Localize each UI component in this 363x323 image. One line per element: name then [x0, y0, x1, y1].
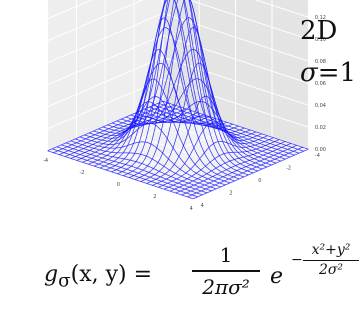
sigma-value: =1 — [317, 58, 357, 88]
surface-mesh-line — [163, 139, 280, 190]
surface-mesh-line — [187, 146, 303, 198]
surface-mesh-line — [175, 143, 292, 194]
z-tick-label: 0.08 — [315, 59, 326, 65]
surface-mesh-line — [84, 96, 231, 184]
surface-mesh-line — [98, 0, 245, 178]
surface-mesh-line — [93, 27, 240, 180]
formula-numerator: 1 — [219, 243, 233, 267]
pane-gridline — [105, 125, 251, 175]
surface-mesh-line — [128, 0, 245, 178]
formula-args: (x, y) = — [70, 262, 153, 287]
surface-mesh-line — [153, 104, 300, 154]
surface-mesh-line — [116, 17, 263, 170]
gaussian-formula: gσ(x, y) = 1 2πσ² e − x²+y² 2σ² — [44, 240, 359, 320]
pane-gridline — [47, 12, 163, 64]
z-tick-label: 0.10 — [315, 37, 326, 43]
z-tick-label: 0.12 — [315, 15, 326, 21]
surface-mesh-line — [99, 49, 216, 169]
surface-mesh-line — [146, 95, 262, 184]
pane-gridline — [47, 78, 163, 130]
pane-gridline — [47, 0, 93, 20]
surface-mesh-line — [47, 100, 163, 152]
surface-mesh-line — [107, 0, 254, 174]
surface-mesh-line — [111, 0, 258, 172]
y-tick-label: -2 — [286, 166, 291, 172]
sigma-label: σ=1 — [300, 60, 356, 86]
surface-mesh-line — [111, 0, 228, 173]
pane-gridline — [47, 56, 163, 108]
dimension-label: 2D — [300, 16, 338, 46]
formula-exp-base: e — [270, 264, 284, 289]
z-tick-label: 0.04 — [315, 103, 326, 109]
surface-mesh-line — [193, 148, 309, 200]
formula-g: g — [44, 262, 59, 287]
formula-exp-bar — [303, 260, 359, 261]
surface-mesh-line — [75, 138, 221, 188]
formula-fraction-bar — [192, 270, 260, 272]
sigma-symbol: σ — [300, 58, 318, 88]
surface-mesh-line — [59, 104, 175, 155]
surface-mesh-line — [152, 122, 268, 186]
surface-mesh-line — [52, 148, 198, 198]
y-tick-label: 4 — [201, 203, 204, 209]
pane-gridline — [187, 0, 309, 40]
surface-mesh-line — [140, 62, 257, 182]
y-tick-label: -4 — [315, 153, 320, 159]
x-tick-label: 4 — [190, 206, 193, 212]
pane-gridline — [47, 0, 144, 42]
surface-mesh-line — [130, 101, 277, 164]
x-tick-label: -4 — [43, 158, 48, 164]
y-tick-label: 0 — [258, 178, 261, 184]
surface-mesh-line — [181, 145, 297, 196]
formula-fraction: 1 2πσ² — [192, 242, 260, 300]
surface-mesh-line — [47, 150, 194, 200]
pane-gridline — [47, 34, 163, 86]
x-tick-label: 0 — [117, 182, 120, 188]
y-tick-label: 2 — [229, 190, 232, 196]
surface-mesh-line — [158, 137, 274, 188]
surface-mesh-line — [88, 62, 235, 182]
z-tick-label: 0.06 — [315, 81, 326, 87]
formula-exp-sign: − — [291, 252, 303, 268]
surface-mesh-line — [123, 0, 239, 177]
formula-sigma-sub: σ — [58, 270, 71, 292]
surface-mesh-line — [169, 141, 286, 192]
surface-mesh-line — [70, 140, 217, 190]
z-tick-label: 0.02 — [315, 125, 326, 131]
pane-gridline — [162, 34, 309, 84]
surface-mesh-line — [64, 106, 181, 157]
pane-gridline — [254, 0, 309, 18]
formula-exp-numerator: x²+y² — [311, 242, 351, 258]
x-tick-label: 2 — [153, 194, 156, 200]
surface-mesh-line — [65, 142, 212, 192]
surface-mesh-line — [79, 122, 226, 186]
z-tick-label: 0.00 — [315, 147, 326, 153]
formula-exp-denominator: 2σ² — [318, 262, 344, 278]
surface-mesh-line — [61, 144, 208, 194]
surface-mesh-line — [56, 146, 203, 196]
formula-lhs: gσ(x, y) = — [44, 262, 152, 291]
formula-denominator: 2πσ² — [202, 274, 250, 299]
surface-mesh-line — [82, 112, 198, 163]
x-tick-label: -2 — [80, 170, 85, 176]
surface-mesh-line — [134, 27, 251, 180]
